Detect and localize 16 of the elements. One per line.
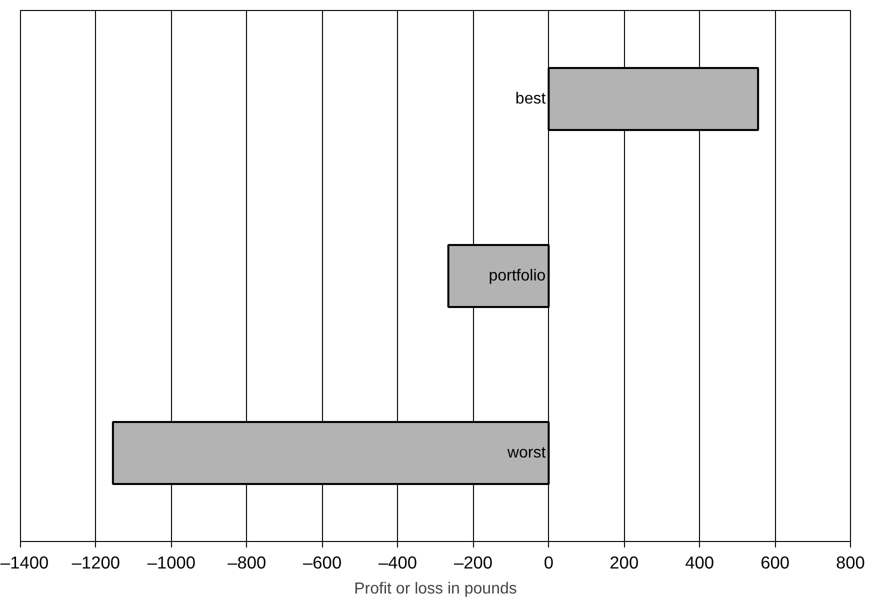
x-tick-label: –1200	[72, 552, 120, 572]
y-tick-label: portfolio	[488, 268, 546, 284]
x-tick-label: –600	[303, 552, 342, 572]
y-tick-label: worst	[506, 444, 546, 462]
x-tick-label: –800	[228, 552, 266, 572]
x-tick-label: 600	[760, 552, 790, 572]
x-tick-label: –200	[454, 552, 493, 572]
y-tick-label: best	[515, 90, 546, 108]
x-tick-label: 800	[836, 552, 865, 572]
x-tick-label: 200	[610, 552, 639, 572]
x-tick-label: –1400	[0, 552, 49, 572]
x-tick-label: 400	[685, 552, 714, 572]
x-tick-label: –1000	[147, 552, 196, 572]
x-tick-label: 0	[544, 552, 554, 572]
x-tick-label: –400	[378, 552, 418, 572]
x-axis-title: Profit or loss in pounds	[354, 580, 517, 598]
